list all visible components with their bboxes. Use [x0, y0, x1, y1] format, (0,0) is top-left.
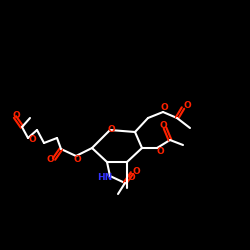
Text: O: O — [183, 100, 191, 110]
Text: O: O — [132, 166, 140, 175]
Text: O: O — [127, 172, 135, 182]
Text: O: O — [46, 156, 54, 164]
Text: O: O — [160, 104, 168, 112]
Text: O: O — [73, 154, 81, 164]
Text: O: O — [159, 120, 167, 130]
Text: HN: HN — [98, 174, 112, 182]
Text: O: O — [107, 124, 115, 134]
Text: O: O — [156, 148, 164, 156]
Text: O: O — [28, 136, 36, 144]
Text: O: O — [12, 110, 20, 120]
